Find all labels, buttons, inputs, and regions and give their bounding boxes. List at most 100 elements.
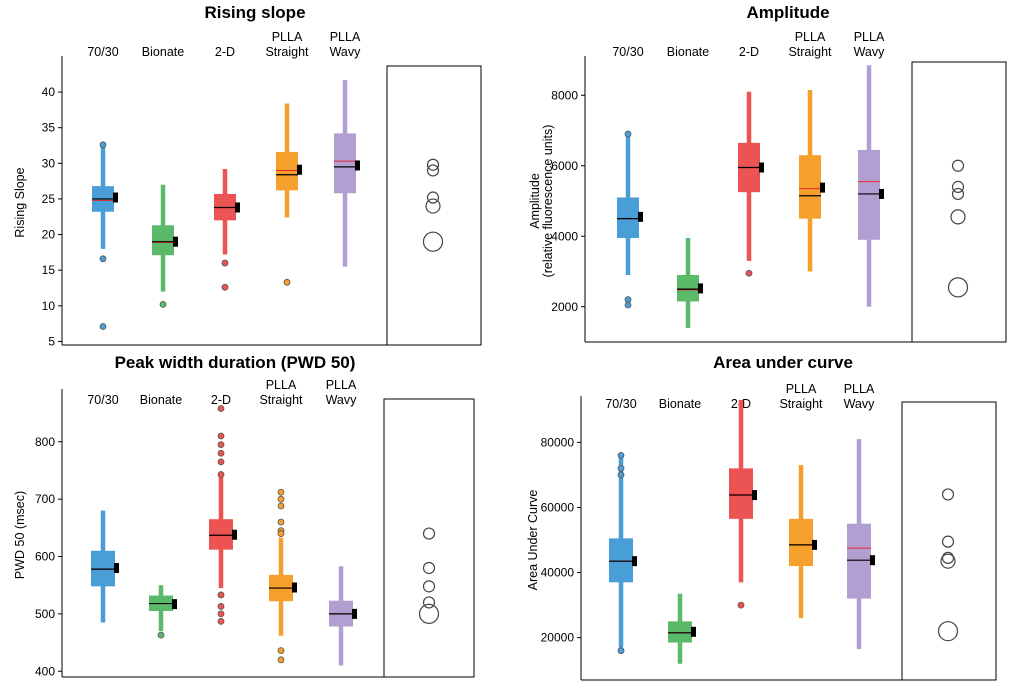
box-3	[729, 400, 757, 609]
outlier-point	[617, 451, 625, 459]
comparison-circle	[941, 488, 955, 501]
mean-marker	[173, 236, 178, 247]
comparison-circle	[422, 231, 444, 252]
comparison-circle	[426, 164, 440, 177]
group-label: PLLA Wavy	[326, 378, 358, 407]
y-tick-label: 15	[42, 263, 56, 277]
comparison-circle-box	[386, 65, 482, 346]
panel-title: Peak width duration (PWD 50)	[115, 353, 356, 372]
group-label-line: PLLA	[272, 30, 303, 44]
mean-marker	[292, 582, 297, 593]
group-label: Bionate	[142, 45, 184, 59]
box-2	[668, 593, 696, 664]
box-2	[152, 184, 178, 308]
group-label-line: Straight	[779, 397, 823, 411]
comparison-circle	[422, 527, 436, 540]
y-tick-label: 4000	[551, 229, 578, 243]
outlier-point	[745, 269, 753, 277]
outlier-point	[217, 458, 225, 466]
comparison-circle	[937, 621, 959, 642]
box-3	[214, 169, 240, 291]
comparison-circle	[941, 551, 955, 565]
panel-3: Peak width duration (PWD 50) 400 500 600 700…	[13, 353, 475, 678]
mean-marker	[812, 539, 817, 550]
y-tick-label: 8000	[551, 88, 578, 102]
mean-marker	[352, 608, 357, 619]
outlier-point	[617, 464, 625, 472]
group-label-line: Wavy	[854, 45, 886, 59]
comparison-circle	[426, 158, 440, 171]
group-label-line: 2-D	[739, 45, 759, 59]
group-label-line: 70/30	[612, 45, 643, 59]
comparison-circle	[418, 603, 440, 624]
outlier-point	[737, 601, 745, 609]
outlier-point	[217, 405, 225, 412]
group-label-line: Straight	[265, 45, 309, 59]
mean-marker	[752, 490, 757, 501]
outlier-point	[159, 300, 167, 308]
box-iqr	[799, 155, 821, 219]
mean-marker	[759, 162, 764, 173]
group-label-line: 70/30	[87, 393, 118, 407]
group-label: PLLA Straight	[788, 30, 832, 59]
box-5	[858, 65, 884, 307]
y-tick-label: 600	[35, 550, 55, 564]
y-axis-label: Amplitude(relative fluorescence units)	[528, 125, 555, 278]
panel-title: Area under curve	[713, 353, 853, 372]
comparison-circle	[422, 561, 436, 575]
group-label: 2-D	[215, 45, 235, 59]
mean-marker	[114, 562, 119, 573]
group-label: Bionate	[659, 397, 701, 411]
group-label: PLLA Wavy	[844, 382, 876, 411]
outlier-point	[277, 502, 285, 510]
y-axis-label: Rising Slope	[13, 167, 27, 237]
comparison-circle	[947, 277, 969, 298]
mean-marker	[113, 192, 118, 203]
comparison-circle-box	[901, 401, 997, 681]
y-tick-label: 35	[42, 121, 56, 135]
group-label: PLLA Straight	[259, 378, 303, 407]
y-tick-label: 20000	[541, 631, 575, 645]
y-tick-label: 6000	[551, 159, 578, 173]
outlier-point	[221, 283, 229, 291]
outlier-point	[217, 603, 225, 610]
mean-marker	[870, 555, 875, 566]
outlier-point	[217, 610, 225, 618]
y-tick-label: 60000	[541, 500, 575, 514]
group-label-line: Wavy	[326, 393, 358, 407]
comparison-circle	[951, 159, 965, 172]
group-label-line: PLLA	[844, 382, 875, 396]
group-label-line: 2-D	[211, 393, 231, 407]
y-tick-label: 30	[42, 156, 56, 170]
group-label: PLLA Straight	[265, 30, 309, 59]
outlier-point	[217, 432, 225, 440]
comparison-circle	[941, 535, 955, 548]
mean-marker	[172, 599, 177, 610]
comparison-circle	[422, 596, 436, 609]
panel-1: Rising slope 5 10 15 20 25 30 35 40 Rising Slope 7…	[13, 3, 482, 348]
group-label-line: Straight	[259, 393, 303, 407]
group-label: PLLA Wavy	[330, 30, 362, 59]
box-4	[789, 465, 817, 619]
outlier-point	[157, 631, 165, 639]
group-label: Bionate	[140, 393, 182, 407]
box-5	[329, 566, 357, 666]
outlier-point	[277, 495, 285, 503]
group-label: PLLA Wavy	[854, 30, 886, 59]
box-2	[677, 238, 703, 328]
box-1	[609, 451, 637, 655]
group-label: Bionate	[667, 45, 709, 59]
outlier-point	[277, 530, 285, 537]
box-2	[149, 585, 177, 639]
group-label-line: 70/30	[605, 397, 636, 411]
group-label: PLLA Straight	[779, 382, 823, 411]
box-iqr	[858, 149, 880, 240]
outlier-point	[277, 647, 285, 655]
y-tick-label: 400	[35, 664, 55, 678]
y-tick-label: 5	[48, 334, 55, 348]
box-1	[617, 130, 643, 309]
outlier-point	[617, 471, 625, 479]
y-axis-label: PWD 50 (msec)	[13, 491, 27, 579]
group-label-line: 2-D	[215, 45, 235, 59]
outlier-point	[624, 130, 632, 138]
